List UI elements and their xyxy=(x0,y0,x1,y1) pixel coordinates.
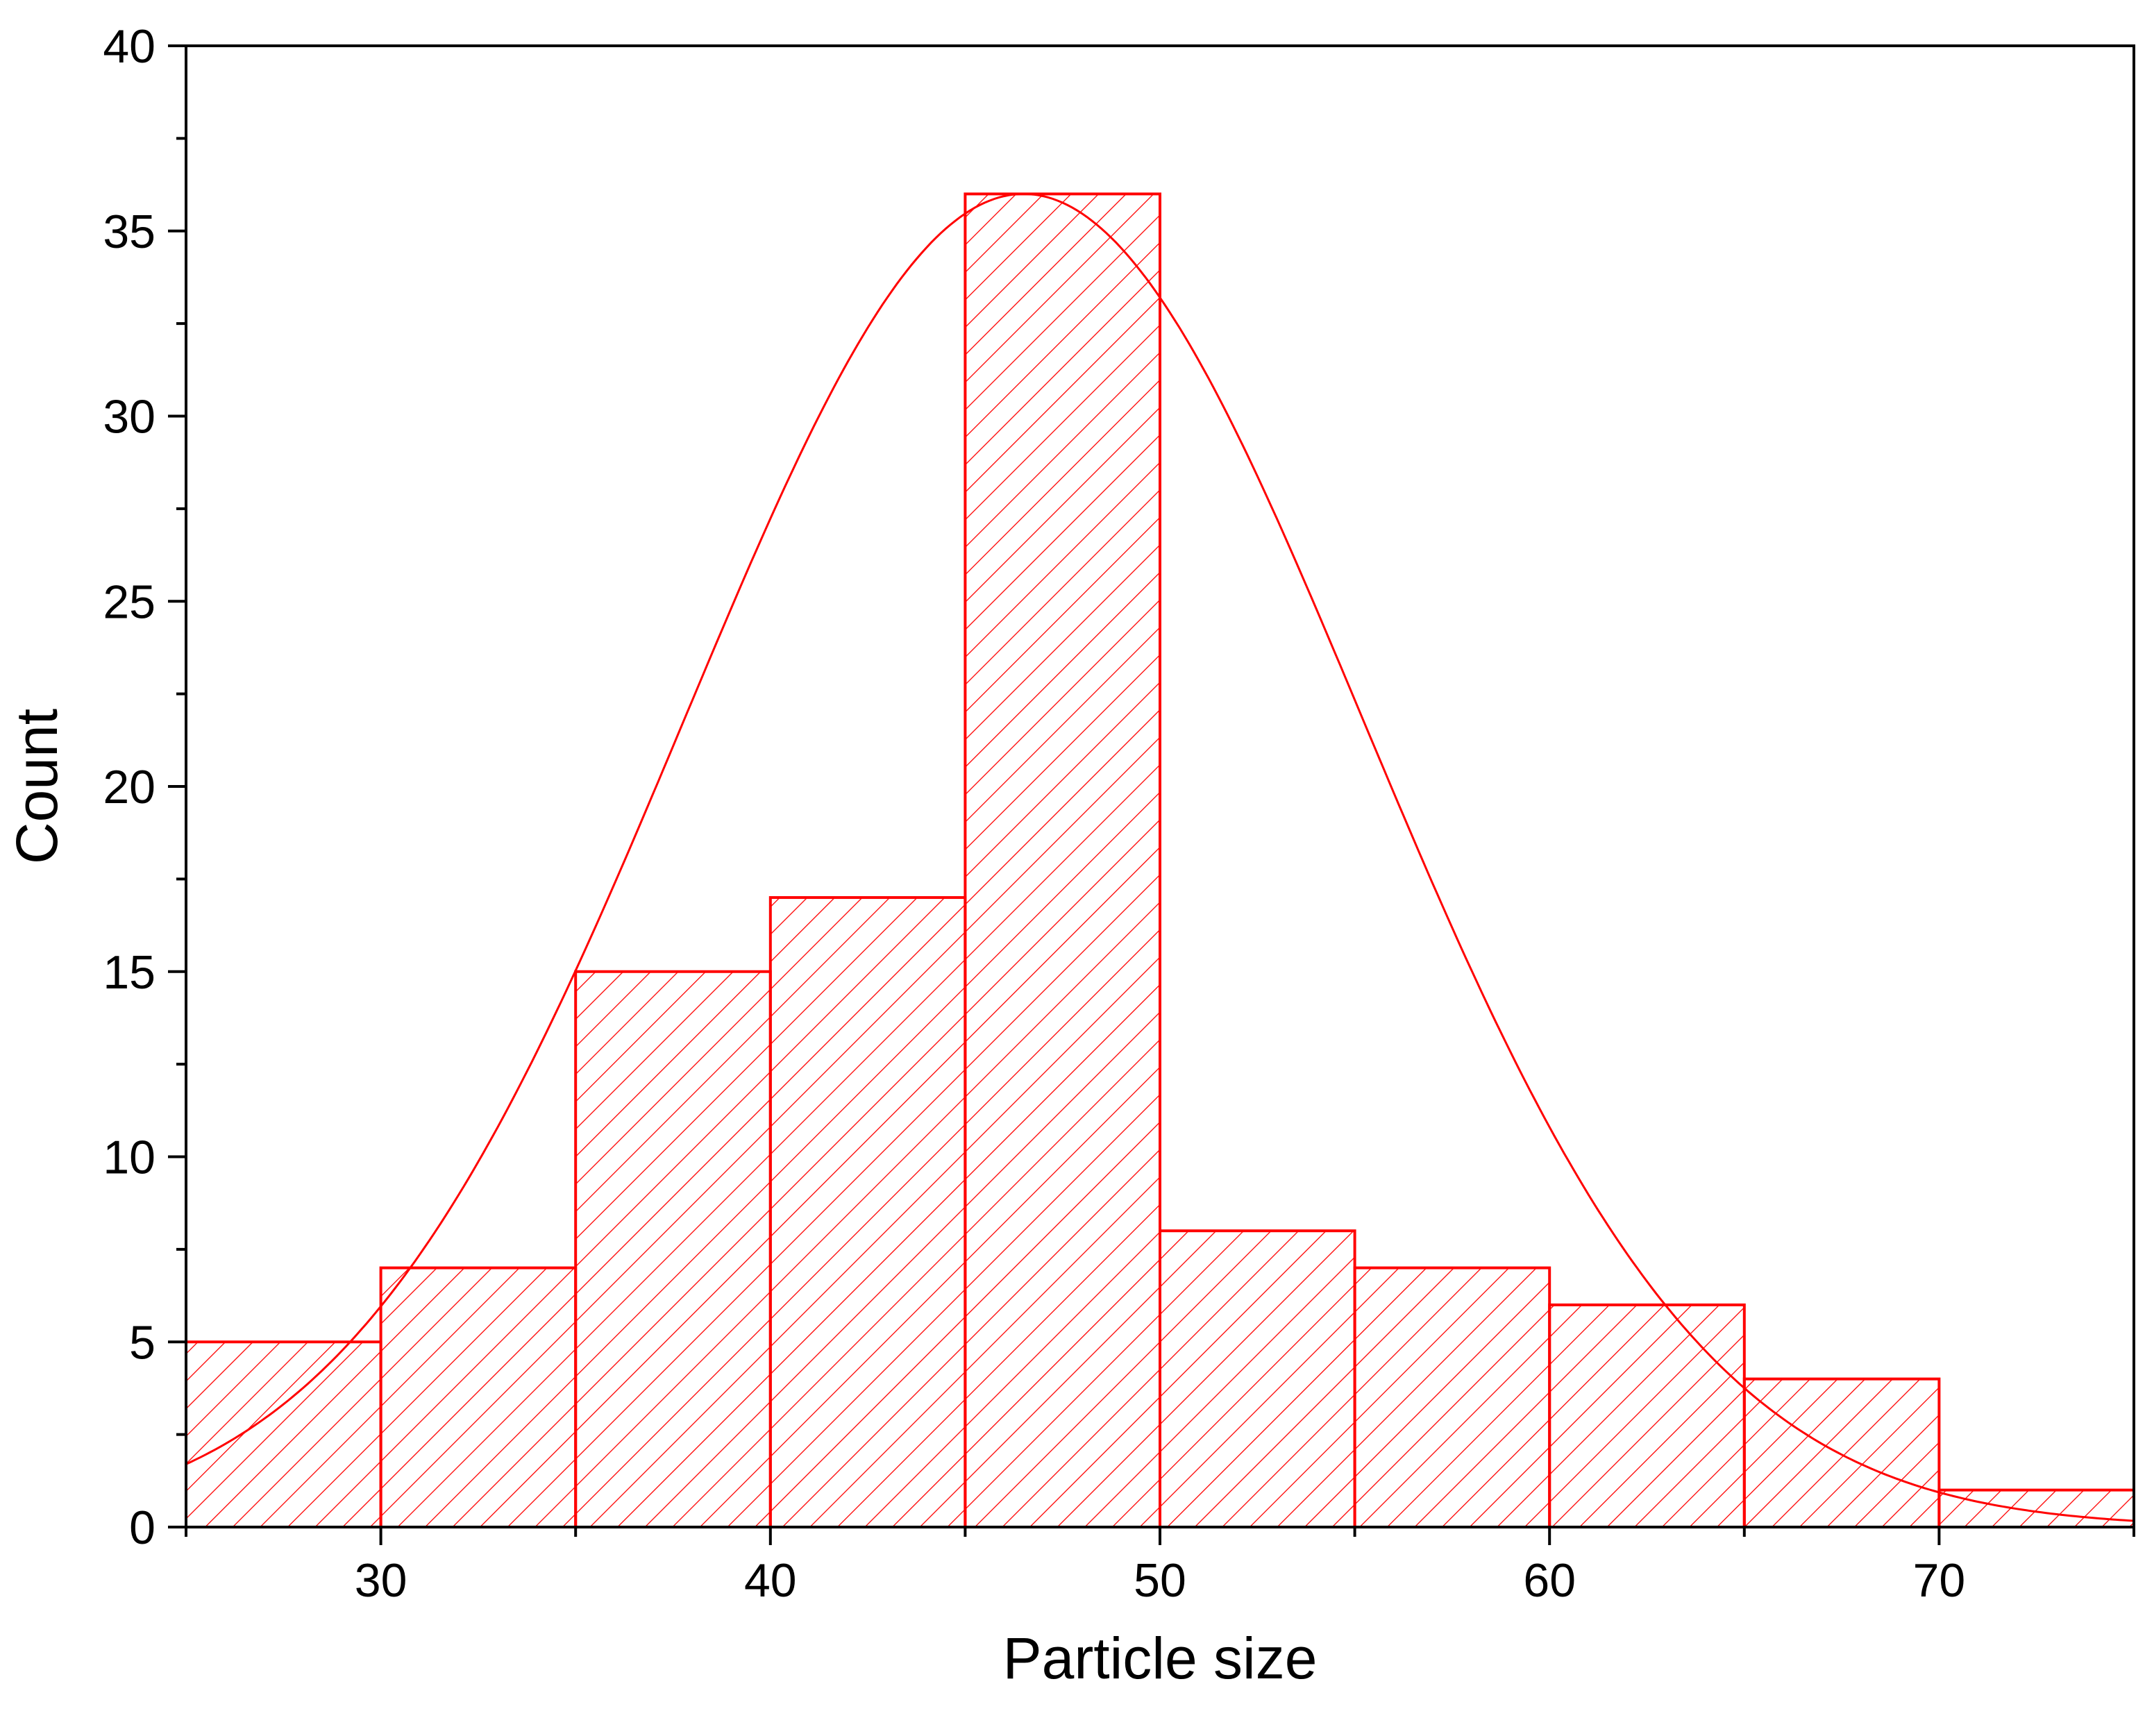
y-tick-label-5: 5 xyxy=(129,1316,155,1369)
y-tick-label-10: 10 xyxy=(103,1131,155,1184)
normal-fit-curve xyxy=(186,192,2134,1522)
x-axis-title: Particle size xyxy=(1003,1626,1318,1691)
y-tick-label-30: 30 xyxy=(103,391,155,444)
histogram-bar-1 xyxy=(379,1266,578,1529)
histogram-bar-3 xyxy=(768,896,967,1529)
y-tick-label-20: 20 xyxy=(103,761,155,814)
y-tick-label-15: 15 xyxy=(103,946,155,999)
x-tick-label-30: 30 xyxy=(355,1554,407,1607)
histogram-bars xyxy=(185,192,2135,1529)
histogram-bar-4 xyxy=(964,192,1162,1528)
histogram-bar-0 xyxy=(185,1340,382,1528)
x-axis-ticks: 30 40 50 60 70 xyxy=(185,1527,2135,1607)
y-tick-label-35: 35 xyxy=(103,205,155,258)
histogram-bar-9 xyxy=(1937,1488,2135,1528)
histogram-bar-8 xyxy=(1742,1377,1941,1528)
y-tick-label-40: 40 xyxy=(103,20,155,73)
histogram-bar-2 xyxy=(574,970,772,1528)
x-tick-label-50: 50 xyxy=(1134,1554,1186,1607)
y-axis-ticks: 0 5 10 15 20 25 30 35 40 xyxy=(103,20,186,1554)
y-axis-title: Count xyxy=(4,709,69,864)
y-tick-label-25: 25 xyxy=(103,575,155,628)
x-tick-label-70: 70 xyxy=(1913,1554,1966,1607)
y-tick-label-0: 0 xyxy=(129,1501,155,1554)
x-tick-label-60: 60 xyxy=(1523,1554,1576,1607)
x-tick-label-40: 40 xyxy=(744,1554,797,1607)
histogram-bar-6 xyxy=(1353,1266,1551,1529)
histogram-bar-7 xyxy=(1548,1303,1746,1529)
histogram-bar-5 xyxy=(1159,1229,1356,1528)
